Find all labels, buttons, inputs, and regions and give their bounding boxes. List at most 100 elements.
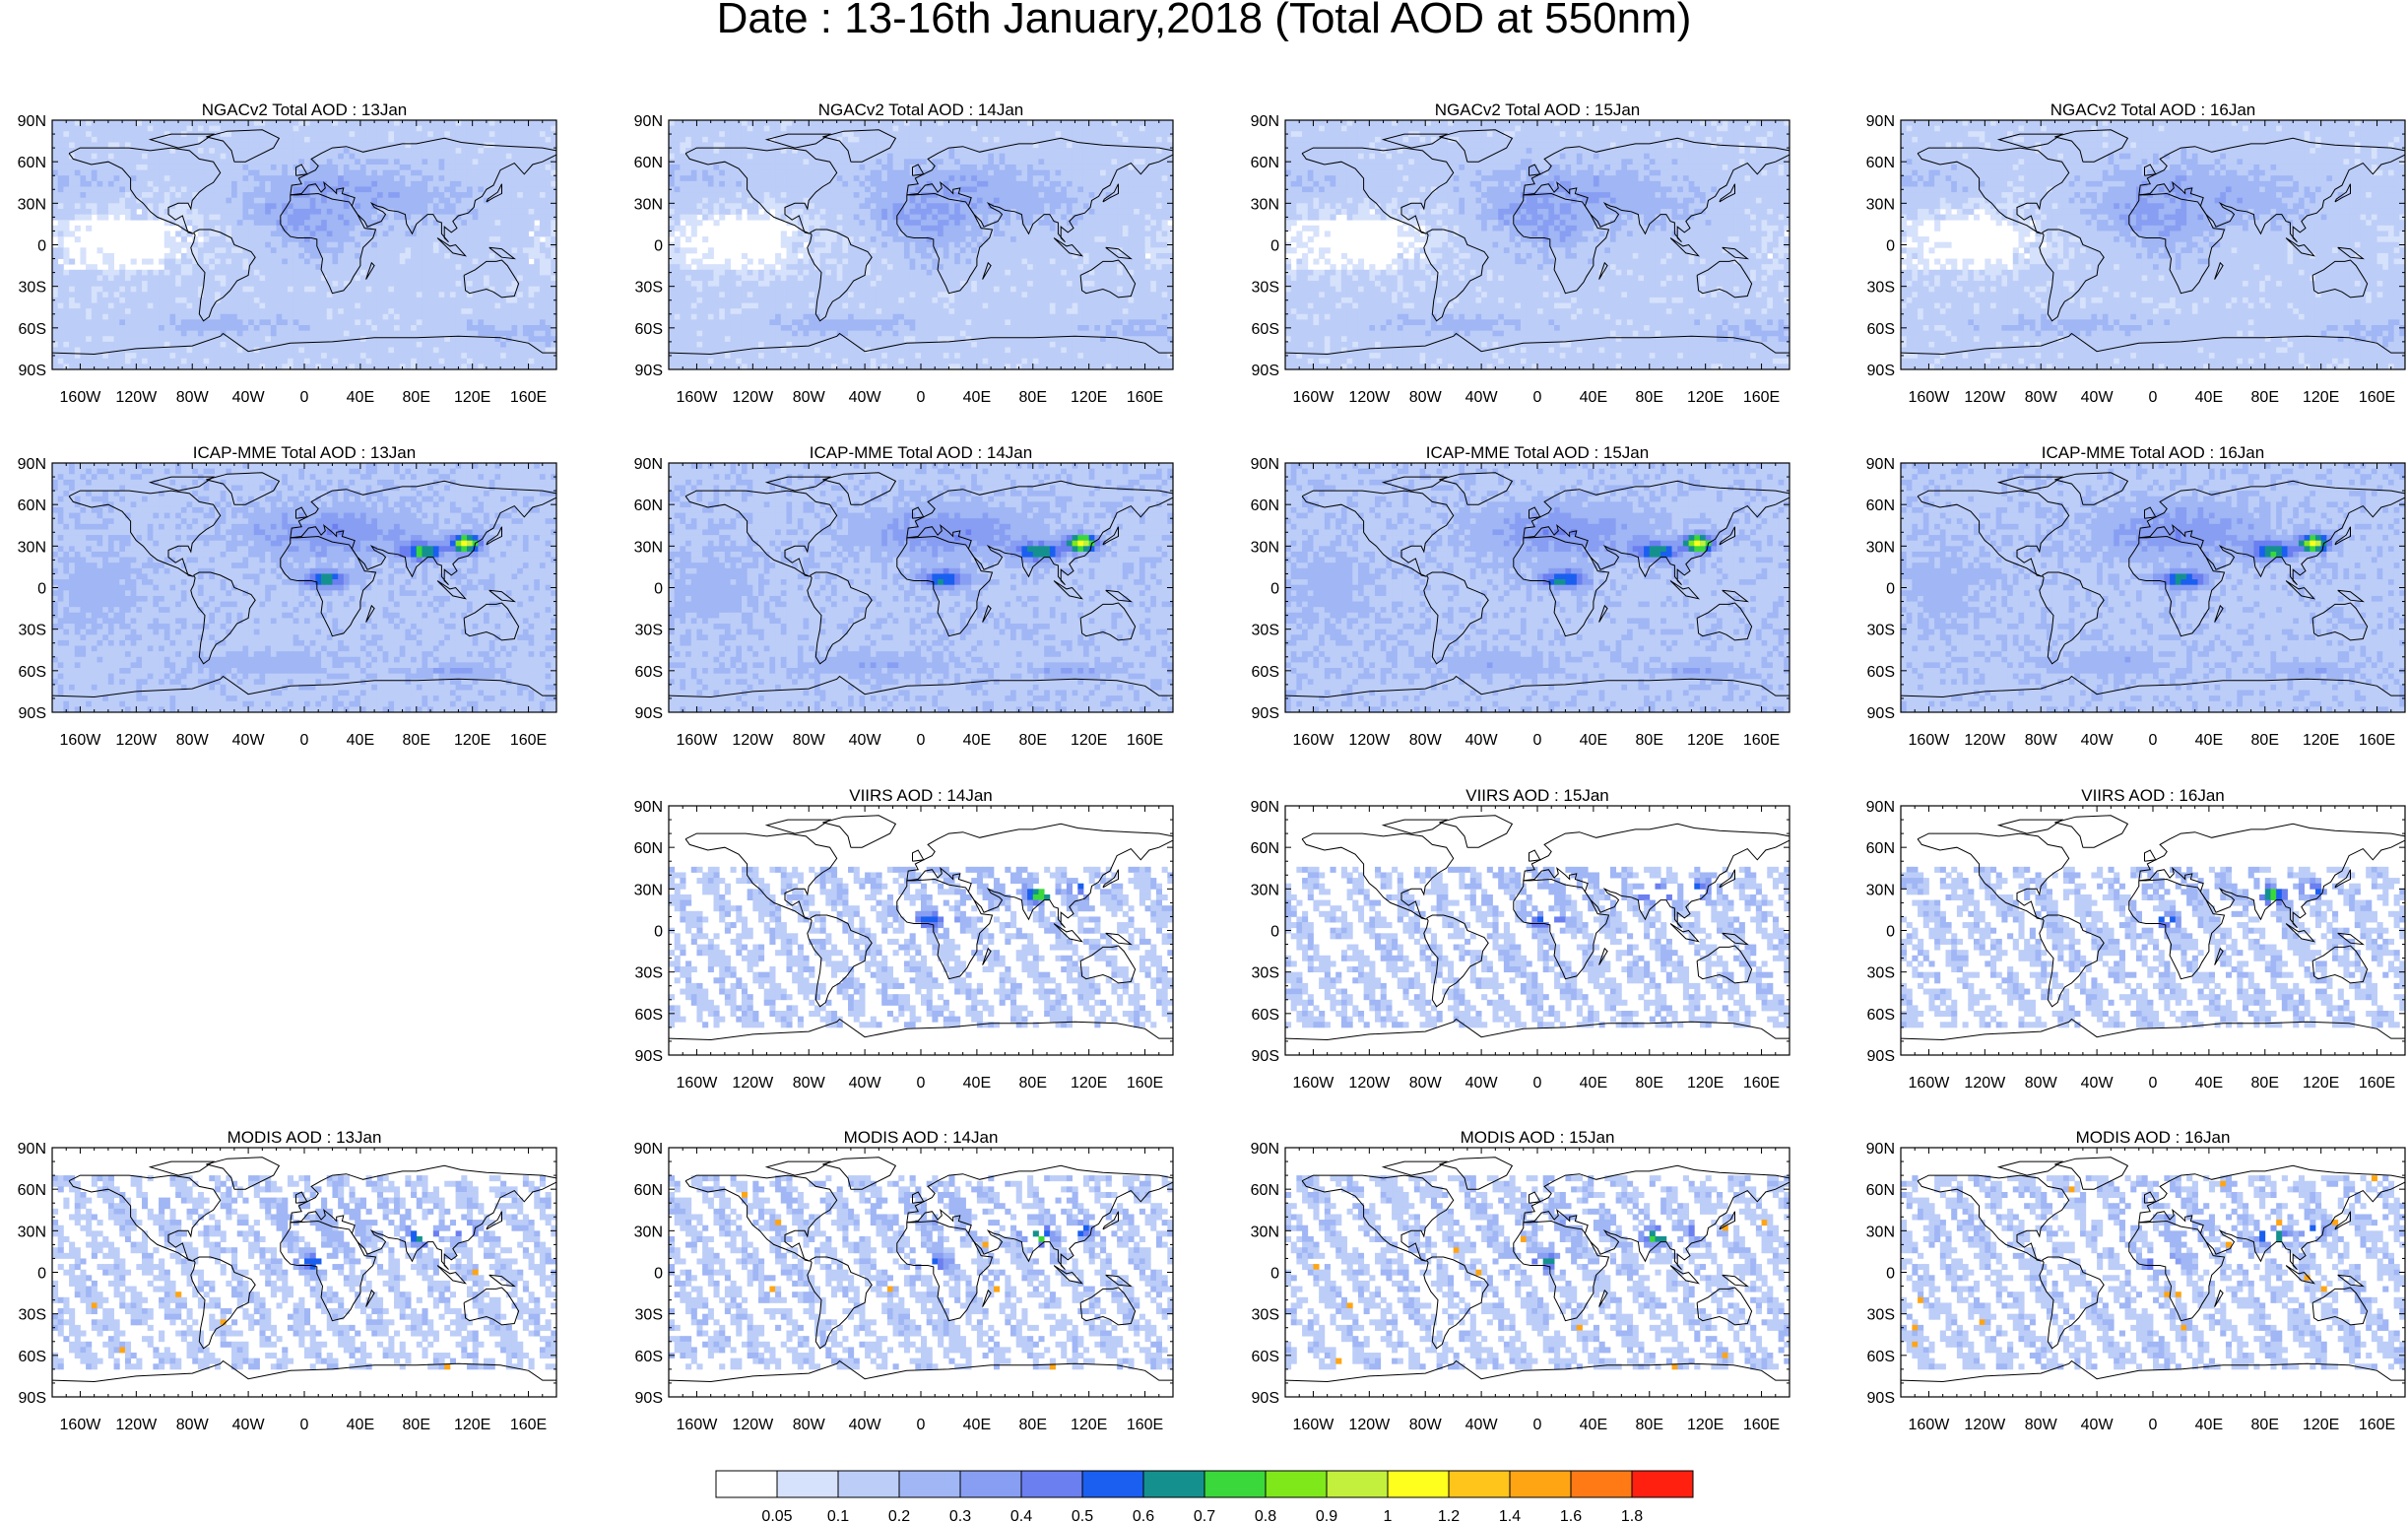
aod-cell <box>1117 164 1124 170</box>
aod-cell <box>488 159 495 166</box>
aod-cell <box>488 241 495 248</box>
aod-cell <box>175 297 182 303</box>
aod-cell <box>142 208 149 215</box>
aod-cell <box>461 225 468 232</box>
aod-cell <box>321 252 328 259</box>
aod-cell <box>1094 164 1101 170</box>
aod-cell <box>80 252 87 259</box>
aod-cell <box>517 336 524 343</box>
aod-cell <box>545 120 552 127</box>
aod-cell <box>909 120 916 127</box>
aod-cell <box>86 225 93 232</box>
aod-cell <box>411 319 418 326</box>
aod-cell <box>371 330 378 337</box>
aod-cell <box>976 153 983 160</box>
aod-cell <box>69 358 76 364</box>
aod-cell <box>736 180 743 187</box>
aod-cell <box>113 164 120 170</box>
aod-cell <box>180 153 187 160</box>
aod-cell <box>876 164 882 170</box>
aod-cell <box>136 330 143 337</box>
aod-cell <box>287 313 294 320</box>
aod-cell <box>1072 131 1078 138</box>
aod-cell <box>696 164 703 170</box>
aod-cell <box>321 247 328 254</box>
aod-cell <box>752 131 759 138</box>
aod-cell <box>74 330 81 337</box>
aod-cell <box>1094 142 1101 149</box>
aod-cell <box>236 180 243 187</box>
aod-cell <box>382 180 389 187</box>
aod-cell <box>91 336 98 343</box>
aod-cell <box>349 302 356 309</box>
aod-cell <box>159 330 165 337</box>
aod-cell <box>97 364 103 369</box>
aod-cell <box>192 214 199 221</box>
aod-cell <box>736 131 743 138</box>
aod-cell <box>220 236 227 243</box>
aod-cell <box>388 281 395 288</box>
aod-cell <box>472 247 479 254</box>
aod-cell <box>102 336 109 343</box>
aod-cell <box>153 148 160 155</box>
aod-cell <box>965 180 972 187</box>
aod-cell <box>472 297 479 303</box>
aod-cell <box>388 330 395 337</box>
aod-cell <box>954 120 961 127</box>
aod-cell <box>321 231 328 237</box>
aod-cell <box>142 325 149 332</box>
aod-cell <box>427 220 434 227</box>
aod-cell <box>416 341 423 348</box>
aod-cell <box>394 353 401 360</box>
aod-cell <box>449 258 456 265</box>
aod-cell <box>376 164 384 170</box>
aod-cell <box>304 341 311 348</box>
aod-cell <box>505 208 512 215</box>
aod-cell <box>248 175 255 182</box>
aod-cell <box>231 148 238 155</box>
aod-cell <box>321 208 328 215</box>
aod-cell <box>226 364 232 369</box>
aod-cell <box>1105 180 1112 187</box>
aod-cell <box>282 336 289 343</box>
aod-cell <box>309 269 316 276</box>
aod-cell <box>736 159 743 166</box>
aod-cell <box>376 214 384 221</box>
aod-cell <box>338 131 345 138</box>
aod-cell <box>763 175 770 182</box>
aod-cell <box>505 214 512 221</box>
aod-cell <box>707 169 714 176</box>
aod-cell <box>427 169 434 176</box>
aod-cell <box>881 164 888 170</box>
aod-cell <box>180 258 187 265</box>
aod-cell <box>915 159 922 166</box>
aod-cell <box>153 169 160 176</box>
aod-cell <box>74 341 81 348</box>
aod-cell <box>209 214 216 221</box>
aod-cell <box>107 136 114 143</box>
aod-cell <box>338 192 345 199</box>
aod-cell <box>231 341 238 348</box>
aod-cell <box>449 148 456 155</box>
aod-cell <box>534 286 541 293</box>
aod-cell <box>282 341 289 348</box>
aod-cell <box>388 231 395 237</box>
aod-cell <box>253 208 260 215</box>
aod-cell <box>472 125 479 132</box>
aod-cell <box>209 297 216 303</box>
aod-cell <box>505 292 512 298</box>
aod-cell <box>102 164 109 170</box>
aod-cell <box>209 319 216 326</box>
aod-cell <box>332 308 339 315</box>
aod-cell <box>159 186 165 193</box>
aod-cell <box>326 225 333 232</box>
aod-cell <box>803 180 810 187</box>
aod-cell <box>113 313 120 320</box>
aod-cell <box>669 125 676 132</box>
aod-cell <box>494 275 501 282</box>
aod-cell <box>466 336 474 343</box>
aod-cell <box>142 131 149 138</box>
aod-cell <box>298 197 305 204</box>
aod-cell <box>943 125 949 132</box>
aod-cell <box>1061 175 1068 182</box>
